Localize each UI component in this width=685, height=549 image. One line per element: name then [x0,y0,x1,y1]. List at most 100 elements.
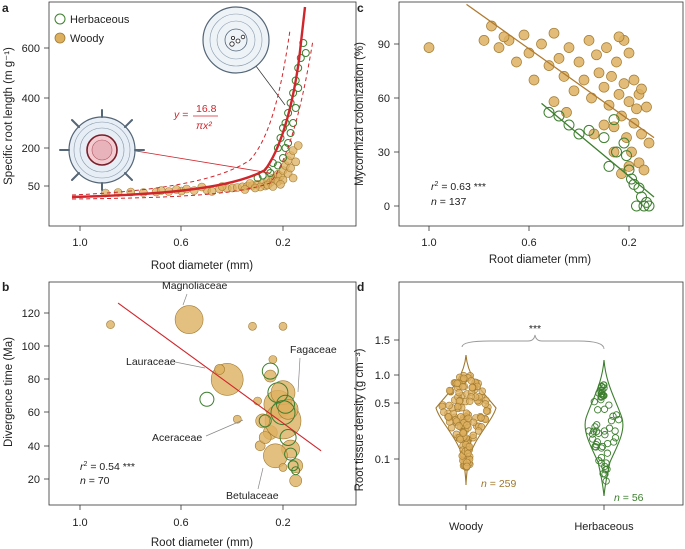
panel-a-equation-lhs: y = [173,109,188,121]
panel-c-ytick-60: 60 [378,93,390,105]
herbaceous-point [609,412,617,420]
woody-point [598,119,610,131]
herbaceous-point [601,431,609,439]
woody-point [459,383,467,391]
woody-point [460,374,468,382]
woody-point [553,53,565,64]
herbaceous-point [573,128,585,140]
woody-point [293,141,303,150]
woody-point [598,81,610,93]
label-betulaceae: Betulaceae [226,490,279,502]
panel-c-fit-woody [466,3,655,139]
herbaceous-point [600,427,609,435]
panel-c-ylabel: Mycorrhizal colonization (%) [354,42,366,186]
herbaceous-point [602,477,610,485]
woody-point [464,414,472,422]
panel-b-n: n = 70 [80,475,110,487]
panel-b-letter: b [2,280,9,294]
woody-point [286,163,295,173]
herbaceous-point [611,434,620,442]
panel-d-frame [398,281,684,506]
herbaceous-point [266,169,275,177]
herbaceous-point [605,401,613,409]
woody-point [289,474,303,488]
herbaceous-point [626,173,637,185]
panel-a-legend-herb: Herbaceous [70,14,130,26]
woody-point [593,67,605,79]
woody-point [255,413,271,429]
herbaceous-point [261,362,279,380]
panel-d-n-woody: n = 259 [481,478,516,490]
panel-c-xtick-0-6: 0.6 [521,237,536,249]
woody-point [477,414,485,422]
woody-point [466,397,474,405]
leader-betulaceae [257,467,264,490]
panel-d-ytick-1-5: 1.5 [375,335,390,347]
herbaceous-point [618,137,630,149]
panel-a-ytick-200: 200 [22,143,40,155]
thin-root-cross-section-icon [202,6,286,106]
leader-lauraceae [174,361,206,369]
panel-d-cat-woody: Woody [449,521,484,533]
woody-point [528,74,540,86]
panel-b-frame [48,281,357,506]
herbaceous-point [286,129,295,137]
herbaceous-point [279,429,297,446]
woody-point [563,42,575,53]
herbaceous-point [583,124,595,136]
woody-point [641,101,652,113]
herbaceous-point [612,411,621,419]
woody-point [543,60,555,71]
herbaceous-point [593,421,601,429]
woody-point [263,369,277,383]
panel-a-frame [48,1,357,227]
herbaceous-point [594,406,602,414]
woody-point [636,83,647,95]
woody-point [578,74,590,86]
woody-point [423,42,435,53]
violin-herbaceous [584,359,624,497]
panel-a-xtick-0-2: 0.2 [275,237,290,249]
herbaceous-point [600,384,608,392]
panel-d-ytick-1-0: 1.0 [375,370,390,382]
woody-point [445,386,454,395]
herbaceous-point [270,400,296,426]
panel-d: d Root tissue density (g cm⁻³) 1.5 1.0 0… [354,280,684,533]
panel-b-xtick-0-6: 0.6 [173,517,188,529]
panel-a: a Specific root length (m g⁻¹) Root diam… [2,1,357,272]
woody-point [583,35,595,46]
woody-point [469,431,477,439]
herbaceous-point [267,382,289,404]
herbaceous-point [287,460,299,472]
herbaceous-point [599,391,607,399]
panel-d-herbaceous-points [585,381,623,485]
panel-c-xlabel: Root diameter (mm) [489,254,591,266]
woody-point [278,321,288,331]
label-lauraceae: Lauraceae [126,356,176,368]
woody-point [248,321,257,331]
panel-b-ylabel: Divergence time (Ma) [3,337,15,447]
panel-a-ytick-50: 50 [28,181,40,193]
woody-point [463,462,471,471]
woody-point [558,71,570,82]
herbaceous-point [590,398,598,406]
panel-b: b Divergence time (Ma) Root diameter (mm… [2,280,357,549]
panel-d-ylabel: Root tissue density (g cm⁻³) [354,348,366,491]
woody-point [467,377,475,385]
panel-b-ytick-80: 80 [28,374,40,386]
herbaceous-point [563,119,575,131]
panel-c-n: n = 137 [431,196,466,208]
panel-a-equation-num: 16.8 [196,103,217,115]
woody-point [463,421,471,429]
significance-stars: *** [529,323,541,335]
woody-point [233,414,242,424]
herbaceous-point [597,459,606,467]
herbaceous-point [631,200,642,212]
panel-d-woody-points [438,372,492,472]
herbaceous-point [602,459,610,467]
panel-a-ytick-600: 600 [22,43,40,55]
woody-point [548,96,560,107]
herbaceous-point [597,453,606,462]
panel-d-ytick-0-5: 0.5 [375,398,390,410]
